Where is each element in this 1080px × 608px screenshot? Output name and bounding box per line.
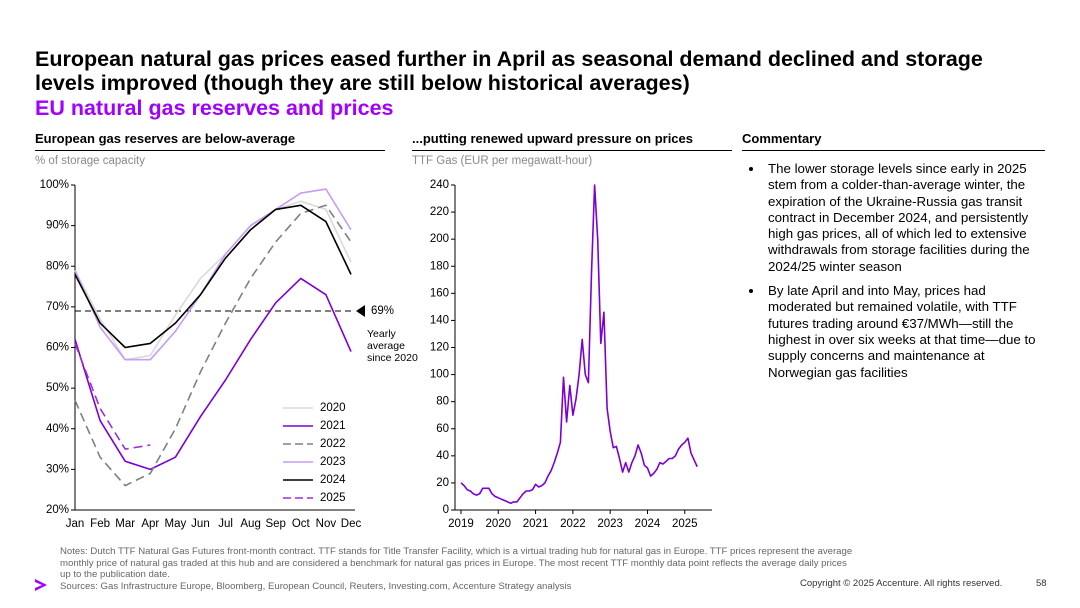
x-tick-label: Sep (265, 518, 285, 530)
y-tick-label: 20 (436, 477, 449, 489)
y-tick-label: 100 (430, 369, 449, 381)
commentary-heading: Commentary (742, 131, 1045, 151)
x-tick-label: 2025 (672, 518, 698, 530)
x-tick-label: 2020 (485, 518, 511, 530)
x-tick-label: Feb (90, 518, 110, 530)
x-tick-label: 2022 (560, 518, 586, 530)
legend-label: 2022 (320, 438, 346, 450)
legend-label: 2020 (320, 402, 346, 414)
reference-label: 69% (371, 305, 394, 317)
y-tick-label: 180 (430, 260, 449, 272)
y-tick-label: 80% (46, 260, 69, 272)
reference-marker (356, 304, 365, 317)
x-tick-label: 2024 (635, 518, 661, 530)
y-tick-label: 70% (46, 301, 69, 313)
x-tick-label: May (164, 518, 186, 530)
y-tick-label: 80 (436, 396, 449, 408)
y-axis-label: TTF Gas (EUR per megawatt-hour) (412, 155, 593, 167)
series-line (74, 188, 352, 361)
chart-title: ...putting renewed upward pressure on pr… (412, 131, 732, 151)
y-tick-label: 60% (46, 342, 69, 354)
x-tick-label: Apr (141, 518, 159, 530)
series-line (74, 200, 352, 361)
legend-label: 2024 (320, 474, 346, 486)
x-tick-label: Dec (341, 518, 362, 530)
series-line (74, 204, 352, 349)
x-tick-label: Jan (66, 518, 85, 530)
commentary: Commentary The lower storage levels sinc… (742, 131, 1045, 389)
bullet-list: The lower storage levels since early in … (742, 161, 1045, 381)
x-tick-label: Jul (218, 518, 233, 530)
copyright: Copyright © 2025 Accenture. All rights r… (800, 578, 1003, 589)
y-tick-label: 40 (436, 450, 449, 462)
bullet: By late April and into May, prices had m… (764, 283, 1045, 381)
y-tick-label: 100% (40, 179, 69, 191)
series-line (74, 204, 352, 487)
x-tick-label: Nov (316, 518, 337, 530)
legend-label: 2021 (320, 420, 346, 432)
y-tick-label: 60 (436, 423, 449, 435)
notes: Notes: Dutch TTF Natural Gas Futures fro… (60, 546, 853, 581)
bullet: The lower storage levels since early in … (764, 161, 1045, 275)
page-number: 58 (1036, 578, 1047, 589)
series-line (460, 184, 698, 504)
y-tick-label: 90% (46, 220, 69, 232)
y-tick-label: 20% (46, 504, 69, 516)
reference-annotation: Yearly average since 2020 (367, 328, 418, 364)
series-line (74, 277, 352, 471)
legend-label: 2023 (320, 456, 346, 468)
y-tick-label: 40% (46, 423, 69, 435)
x-tick-label: 2019 (448, 518, 474, 530)
y-tick-label: 30% (46, 463, 69, 475)
y-tick-label: 220 (430, 206, 449, 218)
x-tick-label: Aug (240, 518, 260, 530)
y-tick-label: 200 (430, 233, 449, 245)
series-line (74, 343, 151, 450)
x-tick-label: 2023 (597, 518, 623, 530)
y-tick-label: 160 (430, 287, 449, 299)
logo-mark (35, 579, 47, 591)
chart-title: European gas reserves are below-average (35, 131, 385, 151)
x-tick-label: 2021 (523, 518, 549, 530)
x-tick-label: Mar (115, 518, 135, 530)
x-tick-label: Jun (191, 518, 210, 530)
y-tick-label: 120 (430, 342, 449, 354)
y-tick-label: 0 (443, 504, 449, 516)
y-tick-label: 240 (430, 179, 449, 191)
logo (35, 579, 47, 591)
slide-subtitle: EU natural gas reserves and prices (35, 96, 394, 120)
y-tick-label: 140 (430, 314, 449, 326)
x-tick-label: Oct (292, 518, 311, 530)
footnotes: Notes: Dutch TTF Natural Gas Futures fro… (60, 546, 860, 592)
y-tick-label: 50% (46, 382, 69, 394)
sources: Sources: Gas Infrastructure Europe, Bloo… (60, 580, 572, 592)
legend-label: 2025 (320, 492, 346, 504)
y-axis-label: % of storage capacity (35, 155, 145, 167)
slide-title: European natural gas prices eased furthe… (35, 47, 983, 95)
